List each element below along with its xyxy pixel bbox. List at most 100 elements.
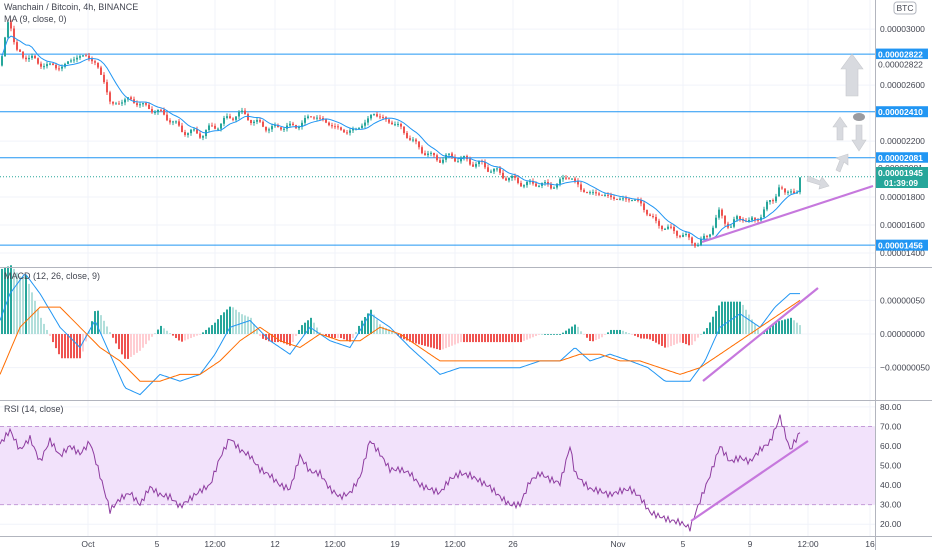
macd-hist-bar (280, 334, 282, 343)
macd-hist-bar (109, 332, 111, 334)
macd-hist-bar (250, 317, 252, 334)
candle-body (691, 237, 693, 244)
level-tag-echo (876, 59, 928, 70)
candle-body (511, 175, 513, 179)
macd-hist-bar (28, 283, 30, 334)
macd-hist-bar (130, 334, 132, 357)
macd-hist-bar (721, 301, 723, 334)
macd-hist-bar (628, 333, 630, 334)
candle-body (46, 64, 48, 67)
candle-body (661, 225, 663, 230)
macd-hist-bar (424, 334, 426, 346)
macd-hist-bar (772, 324, 774, 334)
candle-body (508, 178, 510, 181)
candle-body (322, 118, 324, 120)
candle-body (730, 226, 732, 228)
macd-tick-label: 0.00000000 (880, 329, 925, 339)
candle-body (700, 239, 702, 245)
candle-body (157, 109, 159, 113)
macd-hist-bar (499, 334, 501, 343)
candle-body (400, 123, 402, 127)
candle-body (91, 59, 93, 62)
time-tick-label: 5 (681, 539, 686, 549)
time-axis[interactable]: Oct 5 12:00 12 12:00 19 12:00 26 Nov 5 9 12:00 16 (81, 539, 875, 549)
projection-arrows[interactable] (806, 53, 867, 190)
macd-hist-bar (787, 318, 789, 334)
candle-body (130, 97, 132, 100)
macd-hist-bar (40, 317, 42, 334)
macd-hist-bar (196, 334, 198, 336)
candle-body (451, 153, 453, 157)
macd-hist-bar (484, 334, 486, 343)
macd-hist-bar (571, 326, 573, 334)
ma-label: MA (9, close, 0) (4, 14, 67, 24)
macd-hist-bar (322, 334, 324, 335)
macd-hist-bar (550, 334, 552, 335)
macd-hist-bar (307, 320, 309, 334)
macd-hist-bar (487, 334, 489, 343)
level-tag-label: 0.00002410 (878, 107, 923, 117)
macd-hist-bar (586, 334, 588, 338)
macd-hist-bar (214, 322, 216, 334)
price-axis[interactable]: 0.00003000 0.00002600 0.00002200 0.00001800… (880, 24, 930, 529)
candle-body (175, 121, 177, 123)
time-tick-label: Nov (610, 539, 626, 549)
price-tick-label: 0.00002600 (880, 80, 925, 90)
current-price-tag (876, 167, 928, 178)
candle-body (283, 128, 285, 130)
candle-body (520, 182, 522, 187)
macd-hist-bar (514, 334, 516, 343)
candle-body (514, 175, 516, 178)
candle-body (376, 114, 378, 117)
candle-body (232, 118, 234, 120)
candle-body (469, 159, 471, 165)
candle-body (631, 200, 633, 202)
macd-hist-bar (511, 334, 513, 343)
currency-badge[interactable] (893, 1, 917, 15)
macd-hist-bar (703, 331, 705, 334)
candle-body (424, 153, 426, 156)
candle-body (640, 200, 642, 204)
macd-hist-bar (445, 334, 447, 349)
macd-trendline[interactable] (702, 287, 819, 382)
candle-body (433, 152, 435, 156)
candle-body (259, 120, 261, 122)
candle-body (364, 122, 366, 126)
candle-body (766, 201, 768, 210)
candle-body (748, 220, 750, 222)
candle-body (526, 181, 528, 186)
candle-body (124, 99, 126, 103)
candle-body (436, 155, 438, 161)
candle-body (676, 231, 678, 236)
candle-body (121, 102, 123, 104)
candle-body (505, 178, 507, 181)
rsi-trendline[interactable] (690, 440, 809, 522)
price-trendline[interactable] (701, 184, 874, 244)
candle-body (568, 178, 570, 180)
time-tick-label: 9 (748, 539, 753, 549)
macd-hist-bar (793, 320, 795, 334)
candle-body (277, 125, 279, 128)
macd-hist-bar (577, 326, 579, 334)
candle-body (286, 125, 288, 129)
candle-body (187, 133, 189, 135)
macd-hist-bar (364, 317, 366, 334)
candle-body (169, 120, 171, 123)
candle-body (781, 187, 783, 189)
macd-hist-bar (592, 334, 594, 342)
macd-hist-bar (337, 334, 339, 339)
macd-hist-bar (478, 334, 480, 343)
macd-hist-bar (421, 334, 423, 346)
macd-hist-bar (454, 334, 456, 345)
ma-line (1, 35, 801, 240)
macd-hist-bar (496, 334, 498, 343)
candle-body (31, 55, 33, 58)
macd-hist-bar (181, 334, 183, 342)
candle-body (85, 55, 87, 57)
macd-hist-bar (232, 307, 234, 334)
candle-body (556, 183, 558, 188)
macd-hist-bar (163, 328, 165, 334)
candle-body (601, 194, 603, 196)
current-price-value: 0.00001945 (878, 168, 923, 178)
